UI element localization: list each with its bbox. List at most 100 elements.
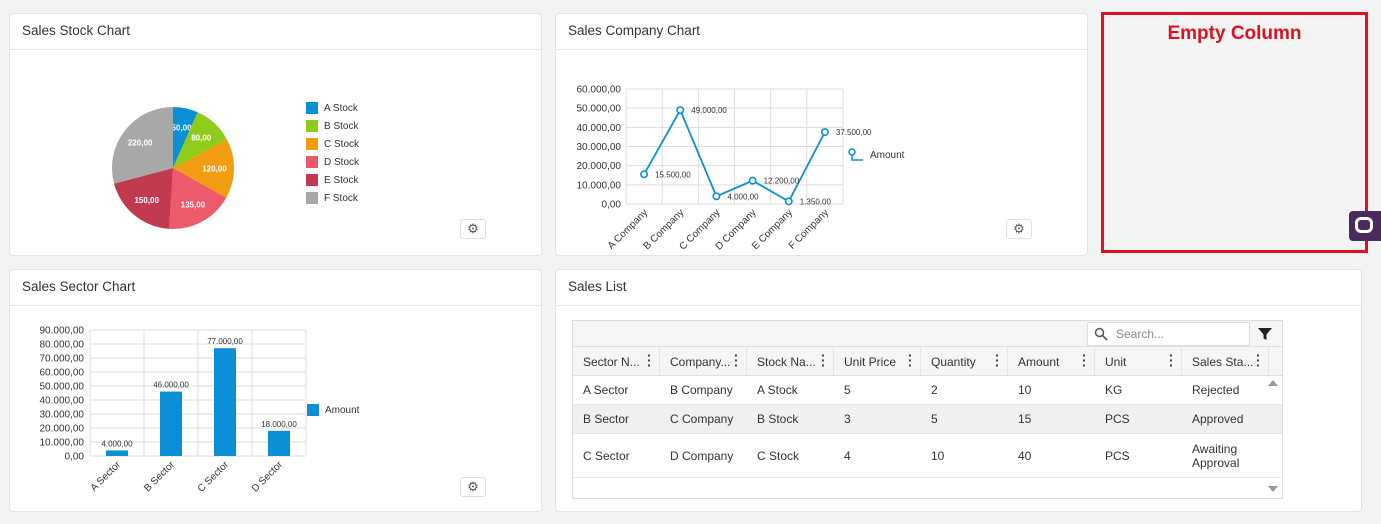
scroll-up-arrow[interactable] (1268, 380, 1278, 386)
table-cell: 3 (844, 412, 851, 426)
legend-swatch (306, 192, 318, 204)
table-row[interactable]: C Sector D Company C Stock 4 10 40 PCS Awaiting… (573, 434, 1282, 478)
column-menu-icon[interactable]: · · · (1256, 347, 1261, 373)
x-tick-label: A Sector (89, 459, 124, 494)
search-icon (1094, 327, 1108, 341)
column-header-label: Company... (670, 355, 731, 369)
empty-column-title: Empty Column (1167, 23, 1302, 44)
column-header[interactable]: Quantity · · · (921, 347, 1008, 375)
stock-chart-settings-button[interactable]: ⚙ (460, 219, 486, 239)
column-menu-icon[interactable]: · · · (1169, 347, 1174, 373)
legend-label: D Stock (324, 156, 360, 168)
column-header-label: Unit (1105, 355, 1127, 369)
column-header-label: Sales Sta... (1192, 355, 1254, 369)
data-label: 18.000,00 (261, 420, 297, 429)
pie-value-label: 80,00 (191, 134, 212, 143)
data-label: 1.350,00 (800, 197, 832, 206)
column-header[interactable]: Amount · · · (1008, 347, 1095, 375)
pie-slice[interactable] (112, 107, 173, 184)
legend-swatch (307, 404, 319, 416)
bar[interactable] (268, 430, 290, 456)
bar[interactable] (214, 348, 236, 456)
gear-icon: ⚙ (1013, 221, 1025, 236)
sales-stock-chart-card: Sales Stock Chart 50,00 80,00 120,00 135,00… (9, 13, 542, 256)
y-tick-label: 40.000,00 (577, 123, 622, 134)
column-menu-icon[interactable]: · · · (821, 347, 826, 373)
data-label: 12.200,00 (764, 177, 800, 186)
data-label: 49.000,00 (691, 106, 727, 115)
table-cell: C Stock (757, 448, 800, 463)
pie-slice[interactable] (173, 107, 198, 168)
table-cell: PCS (1105, 412, 1130, 426)
pie-slice[interactable] (169, 168, 227, 230)
search-placeholder: Search... (1116, 327, 1165, 341)
scroll-down-arrow[interactable] (1268, 486, 1278, 492)
legend-swatch (306, 174, 318, 186)
table-row[interactable]: A Sector B Company A Stock 5 2 10 KG Rejected (573, 376, 1282, 405)
card-title: Sales Company Chart (556, 14, 1087, 50)
table-row[interactable]: B Sector C Company B Stock 3 5 15 PCS Approved (573, 405, 1282, 434)
x-tick-label: C Sector (196, 459, 232, 495)
search-input[interactable]: Search... (1087, 322, 1250, 346)
table-cell: A Sector (583, 383, 629, 397)
y-tick-label: 60.000,00 (40, 368, 85, 379)
y-tick-label: 90.000,00 (40, 326, 85, 337)
pie-slice[interactable] (114, 168, 173, 229)
column-header[interactable]: Stock Na... · · · (747, 347, 834, 375)
table-cell: 10 (931, 448, 945, 463)
chat-widget-button[interactable] (1349, 211, 1381, 241)
filter-icon[interactable] (1257, 326, 1273, 342)
y-tick-label: 80.000,00 (40, 340, 85, 351)
column-header[interactable]: Company... · · · (660, 347, 747, 375)
pie-slice[interactable] (173, 112, 227, 168)
y-tick-label: 0,00 (602, 200, 622, 211)
table-cell: 15 (1018, 412, 1032, 426)
line-legend-icon (848, 148, 863, 161)
column-menu-icon[interactable]: · · · (995, 347, 1000, 373)
table-cell: C Sector (583, 448, 630, 463)
data-point[interactable] (784, 197, 793, 206)
series-line (643, 108, 826, 203)
company-chart-settings-button[interactable]: ⚙ (1006, 219, 1032, 239)
column-menu-icon[interactable]: · · · (734, 347, 739, 373)
legend-item[interactable]: B Stock (306, 117, 359, 135)
column-header[interactable]: Unit Price · · · (834, 347, 921, 375)
pie-value-label: 135,00 (181, 200, 206, 209)
data-point[interactable] (640, 170, 649, 179)
sector-bar-chart: 0,00 10.000,00 20.000,00 30.000,00 40.000,00… (40, 326, 307, 495)
data-point[interactable] (712, 192, 721, 201)
company-line-chart: 0,00 10.000,00 20.000,00 30.000,00 40.000,00… (577, 85, 873, 253)
company-legend: Amount (848, 146, 904, 164)
bar[interactable] (160, 391, 182, 456)
legend-item[interactable]: D Stock (306, 153, 359, 171)
column-header[interactable]: Sales Sta... · · · (1182, 347, 1269, 375)
x-tick-label: D Sector (250, 459, 286, 495)
legend-item[interactable]: F Stock (306, 189, 359, 207)
y-tick-label: 30.000,00 (40, 410, 85, 421)
column-menu-icon[interactable]: · · · (1082, 347, 1087, 373)
data-point[interactable] (748, 176, 757, 185)
chat-icon (1355, 217, 1373, 233)
y-tick-label: 10.000,00 (577, 180, 622, 191)
legend-item[interactable]: C Stock (306, 135, 359, 153)
empty-column-placeholder: Empty Column (1101, 12, 1368, 253)
y-tick-label: 20.000,00 (577, 161, 622, 172)
column-header[interactable]: Sector N... · · · (573, 347, 660, 375)
column-menu-icon[interactable]: · · · (647, 347, 652, 373)
legend-label: C Stock (324, 138, 360, 150)
gear-icon: ⚙ (467, 479, 479, 494)
y-tick-label: 50.000,00 (40, 382, 85, 393)
legend-item[interactable]: E Stock (306, 171, 359, 189)
column-header-label: Unit Price (844, 355, 897, 369)
pie-slice[interactable] (173, 139, 234, 198)
card-title: Sales Stock Chart (10, 14, 541, 50)
legend-item[interactable]: A Stock (306, 99, 359, 117)
column-menu-icon[interactable]: · · · (908, 347, 913, 373)
data-point[interactable] (820, 128, 829, 137)
sector-chart-settings-button[interactable]: ⚙ (460, 477, 486, 497)
y-tick-label: 20.000,00 (40, 424, 85, 435)
bar[interactable] (106, 450, 128, 456)
data-point[interactable] (676, 106, 685, 115)
column-header[interactable]: Unit · · · (1095, 347, 1182, 375)
table-cell: 40 (1018, 448, 1032, 463)
